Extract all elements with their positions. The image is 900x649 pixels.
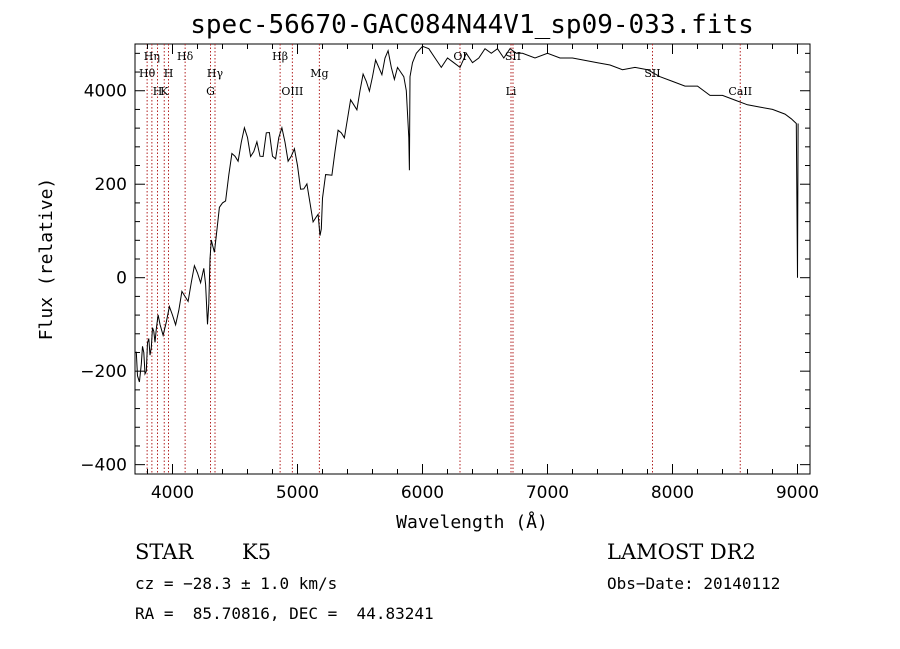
y-axis-label: Flux (relative) — [36, 178, 57, 341]
spectral-line-label: Hβ — [272, 50, 288, 63]
spectral-line-label: Hγ — [207, 67, 224, 80]
spectral-line-label: Mg — [310, 67, 328, 80]
spectral-line-label: K — [160, 85, 169, 98]
y-axis-ticks: −400 −200 0 200 4000 — [80, 52, 810, 476]
spectral-line-label: OIII — [281, 85, 303, 98]
y-tick-label: 200 — [95, 175, 127, 195]
y-tick-label: −400 — [80, 456, 127, 476]
spectrum-line — [134, 45, 799, 383]
y-tick-label: −200 — [80, 362, 127, 382]
spectral-line-label: H — [153, 85, 163, 98]
spectral-line-label: CaII — [728, 85, 752, 98]
spectral-line-label: SII — [644, 67, 660, 80]
plot-frame — [134, 43, 811, 475]
x-tick-label: 5000 — [276, 483, 319, 503]
x-tick-label: 4000 — [151, 483, 194, 503]
x-tick-label: 7000 — [526, 483, 569, 503]
spectral-line-label: Hη — [144, 50, 160, 63]
x-tick-label: 9000 — [776, 483, 819, 503]
y-tick-label: 0 — [116, 269, 127, 289]
x-axis-label: Wavelength (Å) — [396, 511, 548, 533]
spectral-line-label: Li — [506, 85, 517, 98]
spectral-line-label: G — [206, 85, 215, 98]
x-axis-ticks: 4000 5000 6000 7000 8000 9000 — [147, 44, 819, 503]
object-class: STAR — [135, 540, 194, 564]
coordinates: RA = 85.70816, DEC = 44.83241 — [135, 604, 434, 623]
x-tick-label: 8000 — [651, 483, 694, 503]
y-tick-label: 4000 — [84, 82, 127, 102]
x-tick-label: 6000 — [401, 483, 444, 503]
redshift-text: cz = −28.3 ± 1.0 km/s — [135, 574, 338, 593]
spectral-line-label: H — [164, 67, 174, 80]
chart-title: spec-56670-GAC084N44V1_sp09-033.fits — [190, 10, 754, 40]
spectral-line-label: Hδ — [177, 50, 194, 63]
obs-date: Obs−Date: 20140112 — [607, 574, 781, 593]
spectral-line-label: Hθ — [139, 67, 156, 80]
survey-name: LAMOST DR2 — [607, 540, 756, 564]
spectral-line-markers — [146, 44, 741, 474]
object-subclass: K5 — [242, 540, 272, 564]
